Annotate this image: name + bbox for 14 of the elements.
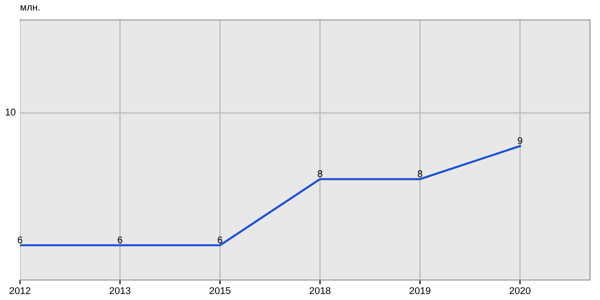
data-label: 8 xyxy=(318,170,322,178)
data-label: 6 xyxy=(18,236,22,244)
data-label: 6 xyxy=(118,236,122,244)
data-label: 8 xyxy=(418,170,422,178)
x-tick-label: 2018 xyxy=(310,287,330,294)
x-tick-label: 2012 xyxy=(10,287,30,294)
text: млн. xyxy=(20,5,40,11)
x-tick-label: 2019 xyxy=(410,287,430,294)
data-label: 9 xyxy=(518,137,522,144)
ref-line-label: 10 xyxy=(6,108,16,116)
data-label: 6 xyxy=(218,236,222,244)
x-tick-label: 2020 xyxy=(510,287,530,294)
x-tick-label: 2013 xyxy=(110,287,130,294)
x-tick-label: 2015 xyxy=(210,287,230,294)
